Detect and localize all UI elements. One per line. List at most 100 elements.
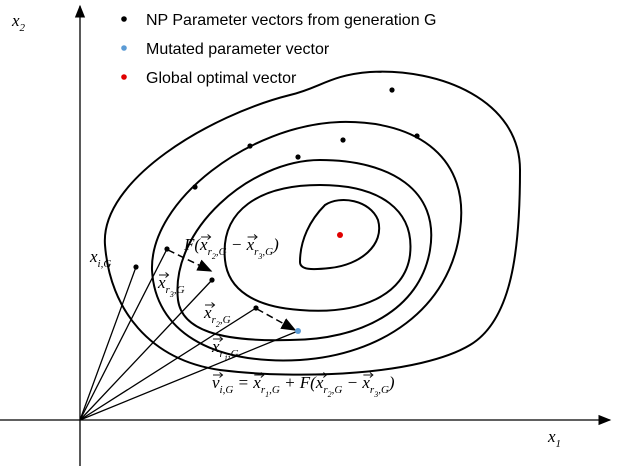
- math-run: ): [388, 373, 395, 392]
- axis-label-sub: 2: [20, 22, 26, 34]
- math-run: 1: [224, 354, 228, 363]
- mutation-arrow: [256, 308, 297, 331]
- math-label: F(xr2,G − xr3,G): [183, 235, 279, 261]
- vector-symbol: v: [212, 373, 220, 392]
- math-run: F(: [183, 235, 201, 254]
- math-label: xr1,G: [211, 337, 239, 363]
- vector-symbol: x: [361, 373, 370, 392]
- math-run: =: [233, 373, 253, 392]
- contour: [103, 70, 522, 376]
- ray: [79, 307, 257, 421]
- vector-symbol: x: [315, 373, 324, 392]
- contours: [103, 70, 522, 376]
- contour: [223, 183, 412, 312]
- math-run: r: [166, 284, 171, 296]
- optimal-point: [337, 232, 343, 238]
- math-run: ,G: [332, 384, 343, 396]
- legend-label: Global optimal vector: [146, 70, 297, 87]
- math-run: r: [261, 384, 266, 396]
- point: [164, 246, 170, 252]
- math-run: −: [342, 373, 362, 392]
- math-label: xi,G: [89, 247, 111, 270]
- vector-arrowhead: [211, 302, 216, 308]
- vector-arrowhead: [207, 234, 212, 240]
- math-run: 3: [169, 290, 174, 299]
- math-run: 3: [373, 390, 378, 399]
- axis-label: x1: [547, 427, 561, 450]
- math-run: 2: [212, 252, 216, 261]
- point: [209, 277, 215, 283]
- point: [389, 87, 395, 93]
- vector-arrowhead: [323, 372, 328, 378]
- math-run: + F(: [280, 373, 317, 392]
- contour: [150, 120, 463, 362]
- point: [295, 154, 301, 160]
- math-run: r: [208, 246, 213, 258]
- point: [253, 305, 259, 311]
- vector-arrowhead: [253, 234, 258, 240]
- math-run: r: [370, 384, 375, 396]
- math-run: ,G: [228, 348, 239, 360]
- point: [247, 143, 253, 149]
- vector-symbol: x: [252, 373, 261, 392]
- vector-arrowhead: [260, 372, 265, 378]
- ray: [79, 248, 168, 421]
- point: [340, 137, 346, 143]
- vector-symbol: x: [199, 235, 208, 254]
- math-run: r: [254, 246, 259, 258]
- ray: [79, 330, 299, 421]
- math-run: 3: [257, 252, 262, 261]
- vector-symbol: x: [157, 273, 166, 292]
- vector-rays: [79, 248, 299, 421]
- vector-arrowhead: [219, 372, 224, 378]
- math-run: 1: [265, 390, 269, 399]
- contour: [176, 158, 433, 342]
- math-run: r: [220, 348, 225, 360]
- vector-arrowhead: [165, 272, 170, 278]
- legend: NP Parameter vectors from generation G Mu…: [121, 12, 437, 87]
- math-run: r: [212, 314, 217, 326]
- math-run: r: [323, 384, 328, 396]
- legend-marker: [121, 16, 127, 22]
- math-label: xr3,G: [157, 273, 185, 299]
- math-run: −: [227, 235, 247, 254]
- point: [192, 184, 198, 190]
- math-run: ,G: [220, 314, 231, 326]
- math-run: ): [272, 235, 279, 254]
- axis-label-base: x: [11, 11, 20, 30]
- mutated-point: [295, 328, 301, 334]
- legend-marker: [121, 74, 127, 80]
- point: [133, 264, 139, 270]
- vector-symbol: x: [211, 337, 220, 356]
- math-run: x: [89, 247, 98, 266]
- population-points: [133, 87, 420, 311]
- math-run: ,G: [174, 284, 185, 296]
- vector-symbol: x: [203, 303, 212, 322]
- math-label: vi,G = xr1,G + F(xr2,G − xr3,G): [212, 373, 395, 399]
- vector-symbol: x: [246, 235, 255, 254]
- axis-label-base: x: [547, 427, 556, 446]
- math-run: ,G: [262, 246, 273, 258]
- legend-marker: [121, 45, 127, 51]
- math-run: 2: [328, 390, 332, 399]
- contour: [298, 199, 381, 271]
- math-labels: xi,GF(xr2,G − xr3,G)xr3,Gxr2,Gxr1,Gvi,G …: [89, 235, 395, 399]
- math-run: ,G: [378, 384, 389, 396]
- ray: [79, 279, 213, 421]
- math-run: i,G: [98, 258, 112, 270]
- axis-label: x2: [11, 11, 26, 34]
- math-run: i,G: [220, 384, 234, 396]
- math-run: 2: [216, 320, 220, 329]
- legend-label: NP Parameter vectors from generation G: [146, 12, 437, 29]
- vector-arrowhead: [369, 372, 374, 378]
- ray: [79, 266, 137, 421]
- vector-arrowhead: [219, 336, 224, 342]
- axis-label-sub: 1: [556, 438, 562, 450]
- legend-label: Mutated parameter vector: [146, 41, 330, 58]
- difference-arrow: [167, 249, 213, 272]
- math-run: ,G: [269, 384, 280, 396]
- math-label: xr2,G: [203, 303, 231, 329]
- math-run: ,G: [216, 246, 227, 258]
